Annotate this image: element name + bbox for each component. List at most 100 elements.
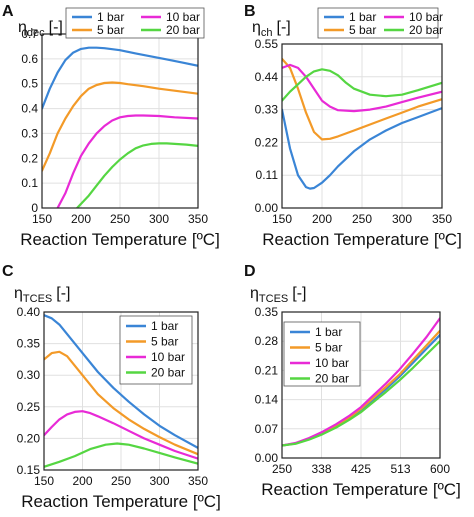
series-line-10-bar [282,317,440,447]
x-tick-label: 338 [311,462,331,476]
y-tick-label: 0.00 [255,451,279,465]
y-label-subscript: ch [261,27,273,39]
legend: 1 bar 10 bar 5 bar 20 bar [65,7,205,39]
panel-label: A [2,3,14,20]
legend-entry: 1 bar [97,10,124,24]
y-tick-label: 0.35 [17,337,41,351]
series-group [42,46,198,208]
y-label-unit: [-] [56,285,70,302]
y-label-unit: [-] [49,19,63,36]
x-tick-label: 300 [149,474,169,488]
series-line-10-bar [56,114,198,208]
x-tick-label: 350 [188,474,208,488]
x-tick-label: 425 [351,462,371,476]
legend: 1 bar 10 bar 5 bar 20 bar [317,7,443,39]
legend-entry: 1 bar [349,10,376,24]
panel-c: 150 200 250 300 350 0.15 0.20 0.25 0.30 0.35 0.40 R… [2,263,221,511]
series-line-1-bar [42,46,198,110]
x-tick-label: 150 [34,474,54,488]
x-axis-label: Reaction Temperature [ºC] [262,230,462,249]
y-tick-label: 0.14 [255,393,279,407]
y-tick-label: 0.25 [17,400,41,414]
series-line-20-bar [282,340,440,447]
series-group [282,57,442,190]
series-line-5-bar [282,57,442,141]
x-tick-label: 150 [32,212,52,226]
legend-entry: 10 bar [315,356,349,370]
legend-entry: 5 bar [315,341,342,355]
x-tick-label: 200 [72,474,92,488]
x-tick-label: 200 [312,212,332,226]
y-tick-label: 0.00 [255,201,279,215]
x-tick-label: 250 [110,212,130,226]
y-label-unit: [-] [292,285,306,302]
panel-label: D [244,263,256,280]
y-label-subscript: dec [27,27,45,39]
x-tick-label: 300 [392,212,412,226]
x-tick-label: 250 [352,212,372,226]
legend-entry: 10 bar [166,10,200,24]
y-tick-label: 0.2 [21,151,38,165]
y-tick-label: 0.7 [21,27,38,41]
y-tick-label: 0.07 [255,422,279,436]
x-tick-label: 600 [430,462,450,476]
legend-entry: 20 bar [315,372,349,386]
y-tick-label: 0.15 [17,463,41,477]
series-line-20-bar [76,142,198,208]
y-tick-label: 0.22 [255,135,279,149]
y-tick-label: 0.4 [21,102,38,116]
legend-entry: 1 bar [151,319,178,333]
y-tick-label: 0.55 [255,37,279,51]
series-line-20-bar [44,442,198,468]
y-label-symbol: η [252,19,261,36]
y-tick-label: 0.40 [17,305,41,319]
series-line-10-bar [44,410,198,460]
y-label-symbol: η [250,285,259,302]
x-tick-label: 250 [111,474,131,488]
y-tick-label: 0.20 [17,431,41,445]
y-tick-label: 0.5 [21,77,38,91]
y-axis-label: ηTCES [-] [250,285,306,305]
x-tick-label: 513 [390,462,410,476]
x-axis-label: Reaction Temperature [ºC] [261,480,461,499]
series-group [282,317,440,447]
y-tick-label: 0.44 [255,70,279,84]
panel-d: 250 338 425 513 600 0.00 0.07 0.14 0.21 0.28 0.35 R… [244,263,461,499]
legend-entry: 10 bar [409,10,443,24]
series-line-1-bar [44,314,198,449]
x-tick-label: 150 [272,212,292,226]
series-line-20-bar [282,68,442,102]
legend-entry: 10 bar [151,350,185,364]
y-tick-label: 0.28 [255,334,279,348]
series-group [44,314,198,468]
y-tick-label: 0.35 [255,305,279,319]
y-label-symbol: η [18,19,27,36]
y-label-subscript: TCES [23,293,52,305]
panel-b: 150 200 250 300 350 0.00 0.11 0.22 0.33 0.44 0.55 R… [244,3,462,249]
x-axis-label: Reaction Temperature [ºC] [20,230,220,249]
x-axis-label: Reaction Temperature [ºC] [21,492,221,511]
series-line-5-bar [44,350,198,456]
plot-frame [281,43,443,209]
x-tick-label: 350 [432,212,452,226]
y-tick-label: 0.33 [255,103,279,117]
series-line-5-bar [42,81,198,172]
series-line-1-bar [282,107,442,190]
y-tick-label: 0.11 [256,168,279,182]
y-tick-label: 0.1 [21,176,38,190]
legend-entry: 1 bar [315,325,342,339]
legend-entry: 20 bar [151,366,185,380]
gridlines [281,43,443,209]
x-tick-label: 250 [272,462,292,476]
legend-box [65,7,205,39]
y-tick-label: 0.6 [21,52,38,66]
panel-label: B [244,3,256,20]
y-label-symbol: η [14,285,23,302]
y-axis-label: ηdec [-] [18,19,63,39]
y-label-unit: [-] [277,19,291,36]
legend-box [317,7,439,39]
y-tick-label: 0.30 [17,368,41,382]
